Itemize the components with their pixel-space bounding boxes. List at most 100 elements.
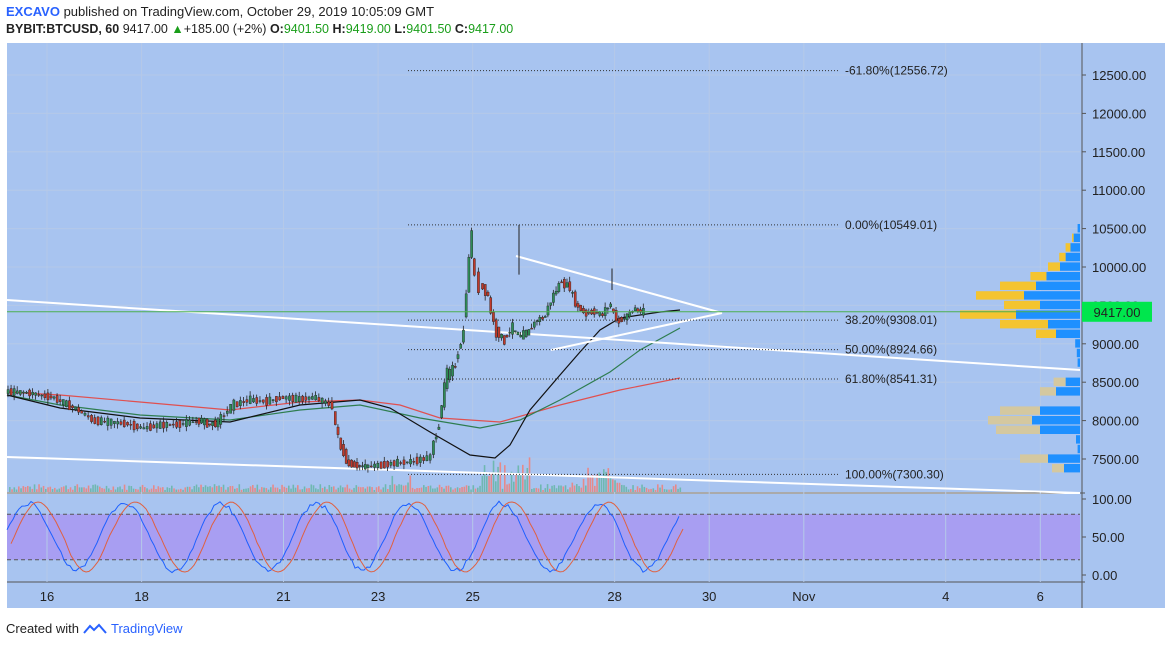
- volume-bar: [405, 485, 407, 492]
- candle: [477, 271, 480, 294]
- volume-bar: [657, 484, 659, 492]
- volume-bar: [450, 487, 452, 492]
- volume-bar: [252, 485, 254, 492]
- volume-bar: [83, 487, 85, 492]
- volume-bar: [229, 486, 232, 492]
- volume-bar: [285, 487, 288, 492]
- volume-bar: [501, 488, 504, 492]
- volume-bar: [213, 484, 216, 492]
- candle: [258, 400, 262, 402]
- volume-bar: [510, 471, 513, 492]
- candle: [162, 421, 165, 429]
- volume-bar: [74, 485, 76, 492]
- brand-name[interactable]: TradingView: [110, 621, 183, 636]
- volume-bar: [177, 489, 180, 492]
- volume-bar: [677, 488, 679, 492]
- volume-bar: [175, 489, 178, 492]
- volume-bar: [60, 487, 63, 492]
- volume-bar: [360, 487, 362, 492]
- candle: [389, 462, 393, 466]
- volume-bar: [402, 485, 405, 492]
- candle: [90, 415, 93, 422]
- volume-bar: [294, 487, 297, 492]
- volume-bar: [603, 469, 605, 492]
- volume-bar: [650, 488, 652, 492]
- volume-bar: [481, 476, 484, 492]
- candle: [165, 422, 169, 428]
- candle: [175, 421, 178, 428]
- volume-bar: [301, 489, 304, 492]
- vp-bar-sell: [1000, 281, 1036, 290]
- candle: [358, 465, 362, 467]
- volume-bar: [398, 484, 400, 492]
- candle: [456, 354, 460, 359]
- candle: [16, 390, 19, 394]
- volume-bar: [155, 489, 157, 492]
- volume-bar: [438, 484, 441, 492]
- volume-bar: [666, 489, 668, 492]
- candle: [606, 307, 610, 310]
- volume-bar: [180, 488, 182, 492]
- volume-bar: [443, 488, 445, 492]
- candle: [40, 394, 44, 397]
- candle: [617, 318, 621, 324]
- volume-bar: [488, 476, 490, 492]
- candle: [74, 406, 77, 410]
- candle: [483, 284, 487, 296]
- volume-bar: [553, 485, 556, 492]
- time-tick-label: 25: [465, 589, 479, 604]
- candle: [68, 400, 71, 411]
- volume-bar: [630, 489, 632, 492]
- candles: [6, 224, 645, 473]
- volume-bar: [580, 487, 583, 492]
- volume-bar: [218, 485, 220, 492]
- volume-bar: [614, 480, 616, 492]
- volume-bar: [423, 485, 425, 492]
- volume-bar: [445, 485, 448, 492]
- candle: [222, 415, 226, 417]
- created-with-text: Created with: [6, 621, 79, 636]
- candle: [366, 464, 370, 468]
- volume-bar: [299, 489, 301, 492]
- candle: [467, 256, 471, 293]
- volume-bar: [589, 475, 592, 492]
- candle: [620, 317, 623, 322]
- volume-bar: [369, 486, 371, 492]
- candle: [334, 411, 337, 425]
- candle: [239, 400, 242, 406]
- volume-bar: [362, 487, 364, 492]
- current-price-label: 9417.00: [1094, 305, 1141, 320]
- volume-bar: [535, 487, 538, 492]
- candle: [582, 308, 585, 314]
- vp-bar-sell: [1000, 320, 1048, 329]
- candle: [145, 426, 149, 430]
- candle: [560, 281, 563, 284]
- volume-bar: [105, 485, 108, 492]
- candle: [363, 464, 367, 470]
- candle: [434, 436, 438, 440]
- volume-bar: [407, 482, 409, 492]
- volume-bar: [54, 487, 56, 492]
- volume-bar: [641, 484, 643, 492]
- candle: [464, 293, 468, 318]
- author-name[interactable]: EXCAVO: [6, 4, 60, 19]
- vp-bar-buy: [1024, 291, 1080, 300]
- candle: [100, 417, 103, 425]
- volume-bar: [330, 486, 333, 492]
- candle: [453, 366, 457, 368]
- candle: [437, 426, 441, 430]
- candle: [549, 302, 553, 306]
- volume-bar: [470, 489, 472, 492]
- candle: [211, 421, 214, 426]
- vp-bar-buy: [1056, 329, 1080, 338]
- volume-bar: [254, 487, 256, 492]
- fib-retracement[interactable]: -61.80%(12556.72) 0.00%(10549.01) 38.20%(9…: [408, 64, 948, 482]
- candle: [205, 418, 209, 428]
- candle: [511, 322, 514, 335]
- candle: [579, 304, 582, 311]
- volume-bar: [607, 468, 610, 492]
- low-label: L:: [394, 22, 407, 36]
- volume-bar: [346, 484, 349, 492]
- candle: [25, 392, 28, 394]
